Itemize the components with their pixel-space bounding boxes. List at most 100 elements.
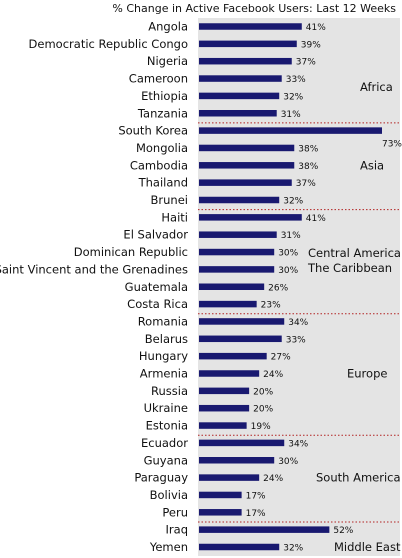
- value-label: 34%: [288, 439, 308, 449]
- category-label: Haiti: [161, 210, 188, 224]
- category-label: Bolivia: [150, 488, 188, 502]
- bar: [199, 422, 247, 429]
- bar: [199, 144, 295, 152]
- region-label: Central America: [308, 246, 401, 260]
- bar: [199, 57, 292, 65]
- region-label: South America: [316, 471, 401, 485]
- value-label: 41%: [306, 214, 326, 224]
- bar: [199, 300, 257, 308]
- bar: [199, 266, 275, 273]
- value-label: 34%: [288, 318, 308, 328]
- bar: [199, 491, 242, 499]
- category-label: Tanzania: [137, 106, 188, 120]
- value-label: 38%: [298, 144, 318, 154]
- bar: [199, 231, 277, 238]
- region-label: Asia: [360, 158, 384, 172]
- bar: [199, 179, 292, 186]
- category-label: Romania: [138, 314, 188, 328]
- bar: [199, 439, 285, 447]
- category-label: Guyana: [144, 453, 188, 467]
- category-label: Ethiopia: [141, 89, 188, 103]
- value-label: 33%: [286, 75, 306, 85]
- value-label: 17%: [246, 509, 266, 519]
- bar: [199, 248, 275, 256]
- category-label: Ecuador: [141, 436, 188, 450]
- category-label: Angola: [148, 20, 188, 34]
- region-label: Africa: [360, 80, 393, 94]
- category-label: Belarus: [145, 332, 188, 346]
- value-label: 41%: [306, 23, 326, 33]
- bar: [199, 370, 260, 377]
- value-label: 17%: [246, 491, 266, 501]
- category-label: Cambodia: [130, 158, 188, 172]
- category-label: Mongolia: [136, 141, 188, 155]
- value-label: 52%: [333, 526, 353, 536]
- value-label: 30%: [278, 457, 298, 467]
- value-label: 32%: [283, 544, 303, 554]
- value-label: 26%: [268, 283, 288, 293]
- value-label: 30%: [278, 249, 298, 259]
- value-label: 20%: [253, 405, 273, 415]
- value-label: 37%: [296, 179, 316, 189]
- bar: [199, 335, 282, 343]
- bar: [199, 474, 260, 481]
- category-label: Armenia: [140, 367, 188, 381]
- category-label: Ukraine: [144, 401, 188, 415]
- region-label: Middle East: [334, 540, 401, 554]
- category-label: Saint Vincent and the Grenadines: [0, 262, 188, 276]
- bar: [199, 92, 280, 100]
- category-label: Estonia: [146, 419, 188, 433]
- category-label: Hungary: [139, 349, 188, 363]
- category-label: Nigeria: [147, 54, 188, 68]
- bar: [199, 162, 295, 169]
- value-label: 24%: [263, 370, 283, 380]
- bar: [199, 214, 302, 221]
- bar: [199, 40, 297, 48]
- bar: [199, 127, 382, 134]
- bar: [199, 75, 282, 82]
- value-label: 33%: [286, 335, 306, 345]
- value-label: 73%: [382, 140, 402, 150]
- value-label: 23%: [261, 301, 281, 311]
- region-label: The Caribbean: [307, 261, 392, 275]
- category-label: Brunei: [151, 193, 188, 207]
- value-label: 27%: [271, 353, 291, 363]
- category-label: Democratic Republic Congo: [29, 37, 188, 51]
- bar: [199, 23, 302, 30]
- category-label: South Korea: [118, 124, 188, 138]
- value-label: 39%: [301, 40, 321, 50]
- category-label: Iraq: [166, 523, 188, 537]
- bar: [199, 196, 280, 204]
- value-label: 19%: [251, 422, 271, 432]
- category-label: Dominican Republic: [74, 245, 188, 259]
- region-label: Europe: [347, 367, 387, 381]
- category-label: Paraguay: [134, 471, 188, 485]
- bar: [199, 352, 267, 360]
- chart-rows: Angola 41% Democratic Republic Congo 39% Nig…: [0, 20, 402, 555]
- value-label: 24%: [263, 474, 283, 484]
- value-label: 32%: [283, 92, 303, 102]
- bar: [199, 526, 330, 533]
- category-label: Peru: [162, 505, 188, 519]
- bar: [199, 387, 250, 395]
- bar: [199, 318, 285, 325]
- category-label: Yemen: [149, 540, 188, 554]
- bar: [199, 457, 275, 464]
- category-label: Thailand: [138, 176, 188, 190]
- category-label: Guatemala: [125, 280, 188, 294]
- value-label: 20%: [253, 387, 273, 397]
- bar: [199, 404, 250, 412]
- value-label: 30%: [278, 266, 298, 276]
- value-label: 38%: [298, 162, 318, 172]
- bar: [199, 543, 280, 551]
- chart-title: % Change in Active Facebook Users: Last …: [112, 2, 396, 15]
- category-label: Cameroon: [129, 72, 188, 86]
- category-label: El Salvador: [123, 228, 188, 242]
- value-label: 31%: [281, 110, 301, 120]
- value-label: 32%: [283, 197, 303, 207]
- bar: [199, 509, 242, 516]
- bar: [199, 283, 265, 290]
- value-label: 31%: [281, 231, 301, 241]
- category-label: Costa Rica: [127, 297, 188, 311]
